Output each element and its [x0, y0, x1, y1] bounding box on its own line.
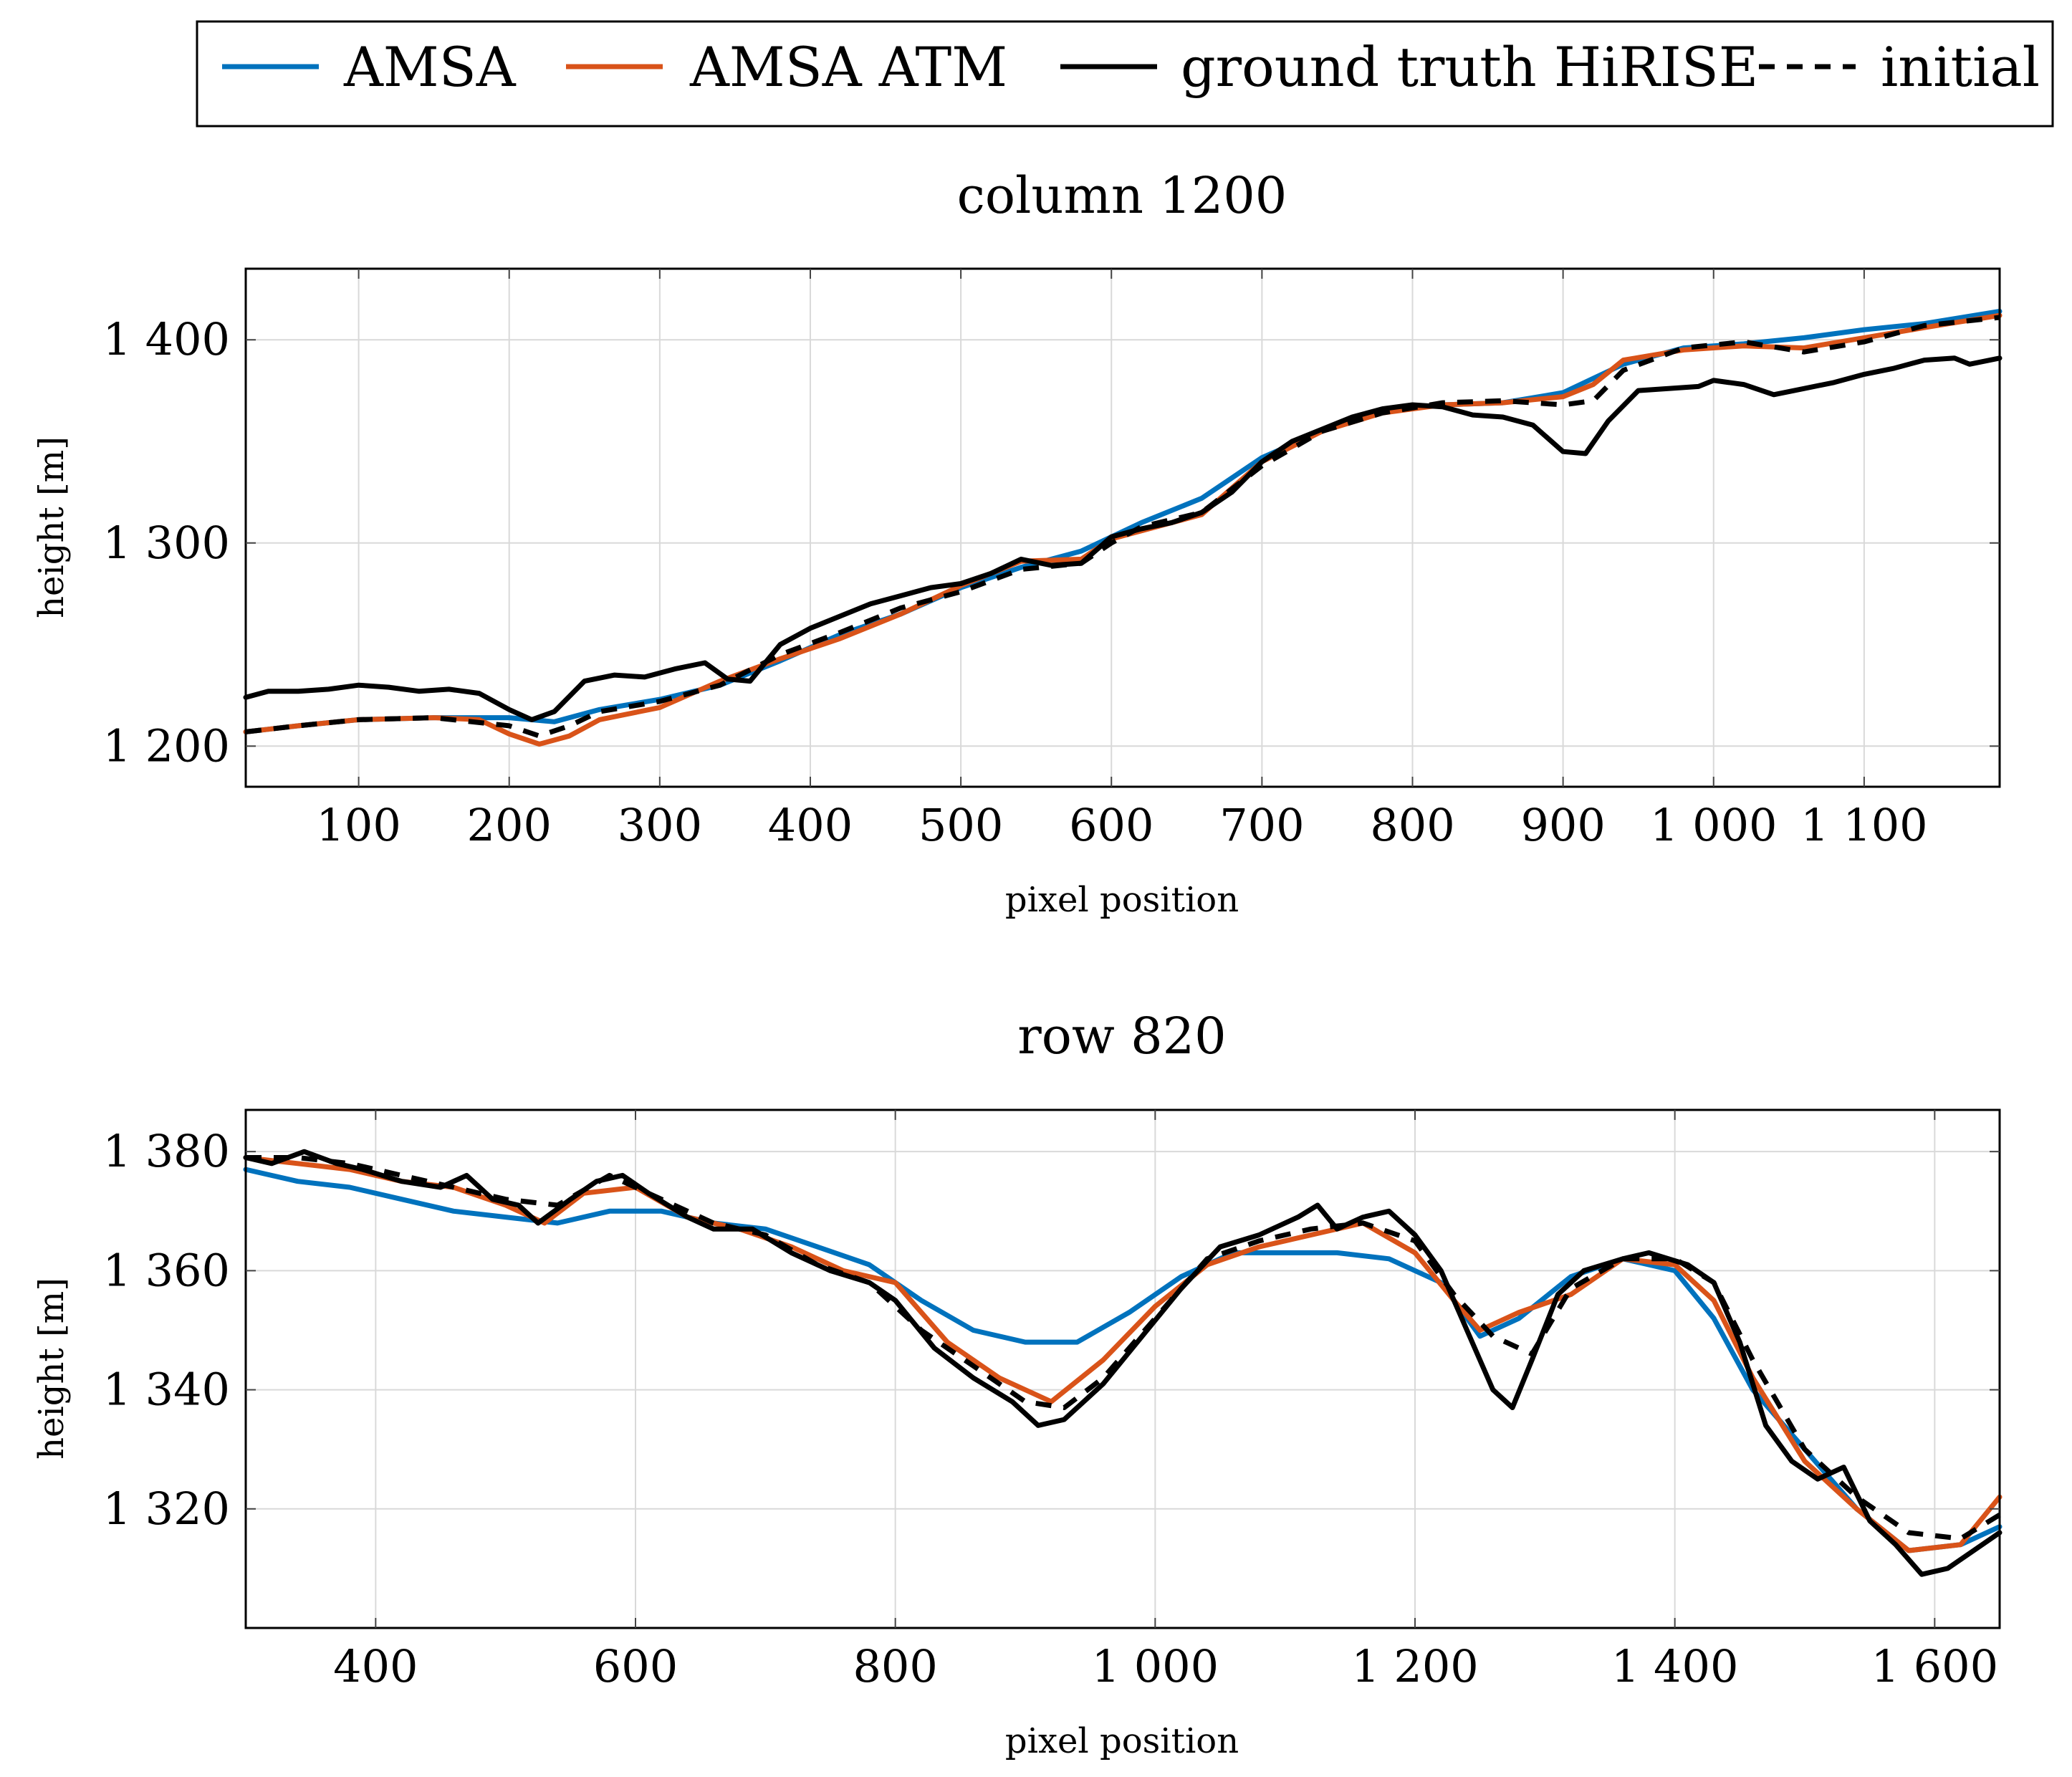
series-group: [243, 309, 2003, 747]
x-tick-label: 1 000: [1092, 1640, 1219, 1692]
y-tick-label: 1 380: [103, 1125, 231, 1177]
legend-label-ground-truth: ground truth HiRISE: [1181, 35, 1758, 99]
y-tick-label: 1 400: [103, 313, 231, 365]
series-line-amsa-atm: [243, 1155, 2003, 1553]
x-tick-label: 800: [853, 1640, 937, 1692]
y-tick-label: 1 340: [103, 1364, 231, 1416]
series-group: [243, 1149, 2003, 1577]
ticks: 100 200 300 400 500 600 700 800 900 1 000 1 100 1 2…: [103, 269, 2000, 851]
legend-label-amsa: AMSA: [343, 35, 517, 99]
y-tick-label: 1 320: [103, 1483, 231, 1535]
x-tick-label: 100: [316, 799, 401, 851]
x-tick-label: 600: [1069, 799, 1153, 851]
legend-label-initial: initial: [1881, 35, 2040, 99]
x-tick-label: 800: [1370, 799, 1454, 851]
x-tick-label: 1 100: [1800, 799, 1928, 851]
x-tick-label: 300: [618, 799, 702, 851]
x-tick-label: 400: [333, 1640, 418, 1692]
y-axis-label: height [m]: [32, 1278, 72, 1460]
y-tick-label: 1 300: [103, 517, 231, 569]
x-tick-label: 1 400: [1611, 1640, 1739, 1692]
plot-frame: [244, 267, 2001, 788]
x-tick-label: 900: [1520, 799, 1605, 851]
x-tick-label: 600: [593, 1640, 678, 1692]
legend-box: [196, 20, 2054, 128]
series-line-initial: [245, 315, 2000, 739]
ticks: 400 600 800 1 000 1 200 1 400 1 600 1 320 1 340 1…: [103, 1110, 2000, 1692]
plot-frame: [244, 1108, 2001, 1629]
x-axis-label: pixel position: [1005, 1721, 1239, 1761]
chart-title: row 820: [1017, 1007, 1226, 1065]
legend: AMSA AMSA ATM ground truth HiRISE initia…: [196, 20, 2054, 128]
y-axis-label: height [m]: [32, 436, 72, 618]
chart-column-1200: column 1200 100 200 300 400 500 600 700 800 900 1…: [32, 166, 2003, 920]
legend-label-amsa-atm: AMSA ATM: [689, 35, 1007, 99]
x-tick-label: 1 600: [1871, 1640, 1999, 1692]
y-tick-label: 1 200: [103, 719, 231, 772]
x-tick-label: 1 200: [1351, 1640, 1479, 1692]
chart-row-820: row 820 400 600 800 1 000 1 200 1 400 1 600 1 3…: [32, 1007, 2003, 1761]
x-tick-label: 700: [1219, 799, 1304, 851]
x-tick-label: 200: [467, 799, 552, 851]
x-tick-label: 400: [768, 799, 853, 851]
series-line-initial: [246, 1155, 2001, 1541]
x-tick-label: 500: [919, 799, 1003, 851]
x-tick-label: 1 000: [1650, 799, 1778, 851]
y-tick-label: 1 360: [103, 1244, 231, 1296]
x-axis-label: pixel position: [1005, 880, 1239, 920]
chart-title: column 1200: [957, 166, 1287, 225]
grid: [246, 1110, 2000, 1628]
